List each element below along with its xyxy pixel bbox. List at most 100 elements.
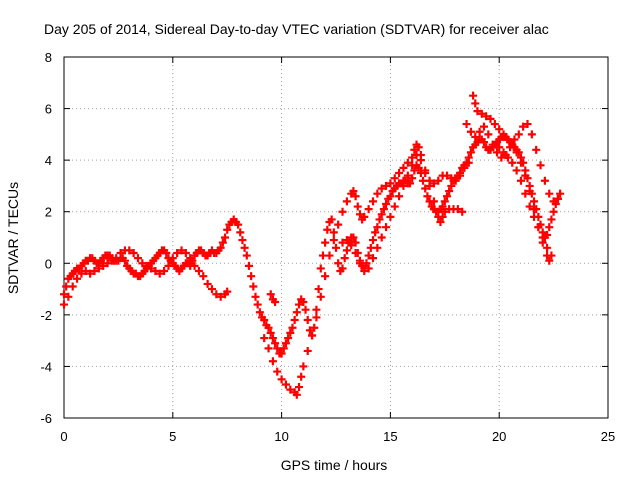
data-point: [532, 145, 541, 154]
x-tick-label: 20: [492, 429, 506, 444]
data-point: [445, 187, 454, 196]
data-point: [469, 91, 478, 100]
data-point: [360, 212, 369, 221]
x-tick-label: 15: [383, 429, 397, 444]
data-point: [508, 158, 517, 167]
data-point: [173, 248, 182, 257]
y-tick-label: -6: [40, 411, 52, 426]
data-point: [308, 331, 317, 340]
data-point: [60, 290, 68, 299]
data-point: [68, 282, 77, 291]
data-point: [299, 362, 308, 371]
data-point: [390, 174, 399, 183]
data-point: [530, 212, 539, 221]
data-point: [442, 171, 451, 180]
data-point: [377, 233, 386, 242]
data-point: [506, 143, 515, 152]
data-point: [138, 259, 147, 268]
data-point: [412, 150, 421, 159]
data-point: [351, 238, 360, 247]
data-point: [525, 187, 534, 196]
data-point: [334, 259, 343, 268]
data-point: [429, 197, 438, 206]
data-point: [120, 256, 129, 265]
data-point: [442, 192, 451, 201]
data-point: [395, 192, 404, 201]
data-point: [277, 375, 286, 384]
data-point: [321, 238, 330, 247]
data-point: [223, 287, 232, 296]
data-point: [177, 246, 186, 255]
data-point: [312, 313, 321, 322]
data-point: [545, 189, 554, 198]
data-point: [484, 130, 493, 139]
data-point: [162, 248, 171, 257]
x-tick-label: 25: [601, 429, 615, 444]
data-point: [464, 158, 473, 167]
data-point: [545, 223, 554, 232]
data-point: [466, 148, 475, 157]
y-tick-label: 4: [45, 153, 52, 168]
axis-ticks: 0 5 10 15 20 25 -6 -4 -2 0 2 4 6 8: [40, 50, 615, 444]
data-point: [295, 300, 304, 309]
data-point: [521, 189, 530, 198]
data-point: [390, 202, 399, 211]
y-axis-title: SDTVAR / TECUs: [5, 182, 21, 294]
data-point: [499, 148, 508, 157]
data-point: [260, 334, 269, 343]
data-point: [90, 267, 99, 276]
data-point: [60, 300, 68, 309]
y-tick-label: -4: [40, 359, 52, 374]
data-point: [160, 267, 169, 276]
data-point: [386, 212, 395, 221]
data-point: [216, 243, 225, 252]
data-point: [521, 171, 530, 180]
data-point: [312, 305, 321, 314]
data-point: [377, 184, 386, 193]
data-point: [414, 163, 423, 172]
data-point: [332, 243, 340, 252]
data-point: [447, 181, 456, 190]
data-point: [81, 267, 90, 276]
data-point: [284, 334, 293, 343]
data-point: [530, 205, 539, 214]
data-point: [155, 269, 164, 278]
data-point: [456, 171, 465, 180]
data-point: [253, 300, 262, 309]
x-axis-title: GPS time / hours: [281, 457, 388, 473]
data-point: [334, 220, 343, 229]
data-point: [199, 272, 208, 281]
data-point: [212, 290, 221, 299]
data-point: [292, 390, 301, 399]
data-point: [342, 246, 351, 255]
x-tick-label: 5: [169, 429, 176, 444]
y-tick-label: 8: [45, 50, 52, 65]
data-point: [94, 264, 103, 273]
data-point: [451, 176, 460, 185]
data-point: [238, 236, 247, 245]
data-point: [403, 158, 412, 167]
data-point: [364, 205, 373, 214]
data-point: [147, 264, 156, 273]
data-point: [495, 143, 504, 152]
data-point: [386, 192, 395, 201]
data-point: [321, 272, 330, 281]
data-point: [547, 215, 556, 224]
data-point: [271, 339, 280, 348]
data-point: [286, 385, 295, 394]
data-point: [386, 179, 395, 188]
data-points: [60, 91, 565, 399]
data-point: [462, 120, 471, 129]
data-point: [460, 163, 469, 172]
data-point: [368, 254, 377, 263]
data-point: [292, 308, 301, 317]
data-point: [527, 130, 536, 139]
data-point: [247, 272, 256, 281]
data-point: [266, 328, 275, 337]
data-point: [218, 238, 227, 247]
data-point: [429, 179, 438, 188]
data-point: [482, 112, 491, 121]
data-point: [301, 305, 310, 314]
data-point: [438, 212, 447, 221]
